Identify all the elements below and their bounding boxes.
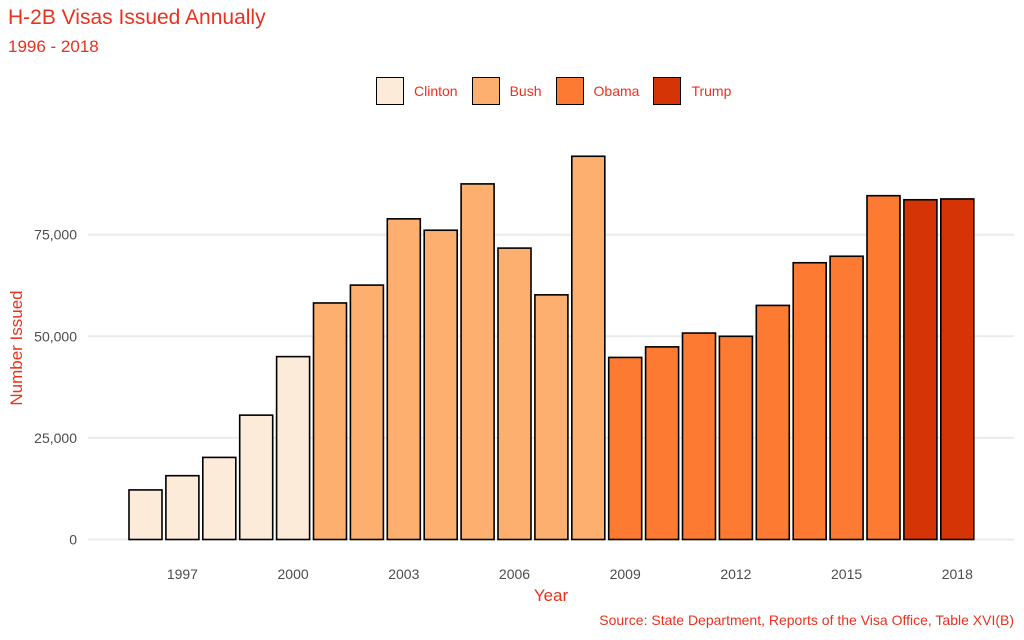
bars xyxy=(128,155,975,541)
x-tick-label-2003: 2003 xyxy=(388,566,419,582)
x-tick-label-2018: 2018 xyxy=(942,566,973,582)
y-axis-ticks: 0 25,000 50,000 75,000 xyxy=(34,227,77,548)
legend-label-clinton: Clinton xyxy=(414,83,458,99)
legend-swatch-bush xyxy=(471,77,500,105)
bar-2003 xyxy=(386,218,422,541)
x-tick-label-2012: 2012 xyxy=(720,566,751,582)
x-tick-label-2006: 2006 xyxy=(499,566,530,582)
bar-2018 xyxy=(939,198,975,541)
legend: Clinton Bush Obama Trump xyxy=(376,77,745,105)
legend-swatch-clinton xyxy=(376,77,404,105)
x-tick-label-2015: 2015 xyxy=(831,566,862,582)
bar-2014 xyxy=(792,261,828,541)
legend-item-obama: Obama xyxy=(555,77,640,105)
bar-1999 xyxy=(238,414,274,541)
bar-2002 xyxy=(349,284,385,541)
y-axis-title: Number Issued xyxy=(7,290,26,405)
x-axis-title: Year xyxy=(534,586,569,605)
legend-item-clinton: Clinton xyxy=(376,77,458,105)
x-tick-label-2009: 2009 xyxy=(610,566,641,582)
bar-2016 xyxy=(866,194,901,541)
bar-1997 xyxy=(165,474,200,541)
chart-subtitle: 1996 - 2018 xyxy=(8,37,99,56)
bar-2005 xyxy=(460,183,495,541)
chart-title: H-2B Visas Issued Annually xyxy=(8,6,266,29)
legend-label-bush: Bush xyxy=(509,83,542,99)
bar-2011 xyxy=(681,332,717,541)
y-tick-label-0: 0 xyxy=(69,532,77,548)
bar-2017 xyxy=(903,198,938,541)
legend-label-obama: Obama xyxy=(593,83,640,99)
x-tick-label-2000: 2000 xyxy=(278,566,309,582)
bar-2015 xyxy=(829,255,864,541)
legend-item-trump: Trump xyxy=(653,77,731,105)
bar-2000 xyxy=(275,355,311,541)
bar-2008 xyxy=(570,155,606,541)
legend-item-bush: Bush xyxy=(471,77,542,105)
y-tick-label-25000: 25,000 xyxy=(34,430,77,446)
x-tick-label-1997: 1997 xyxy=(167,566,198,582)
y-tick-label-75000: 75,000 xyxy=(34,227,77,243)
bar-2007 xyxy=(534,294,569,541)
bar-2006 xyxy=(497,247,532,541)
bar-2010 xyxy=(644,346,680,541)
bar-1996 xyxy=(128,489,163,541)
bar-1998 xyxy=(202,456,237,541)
legend-swatch-obama xyxy=(555,77,584,105)
x-axis-ticks: 1997 2000 2003 2006 2009 2012 2015 2018 xyxy=(167,566,973,582)
bar-2013 xyxy=(755,304,791,541)
y-tick-label-50000: 50,000 xyxy=(34,328,77,344)
bar-2001 xyxy=(312,302,348,541)
legend-swatch-trump xyxy=(653,77,682,105)
bar-2009 xyxy=(607,356,643,541)
bar-2004 xyxy=(423,229,459,541)
legend-label-trump: Trump xyxy=(691,83,732,99)
bar-2012 xyxy=(718,335,754,541)
chart-caption: Source: State Department, Reports of the… xyxy=(599,612,1014,628)
